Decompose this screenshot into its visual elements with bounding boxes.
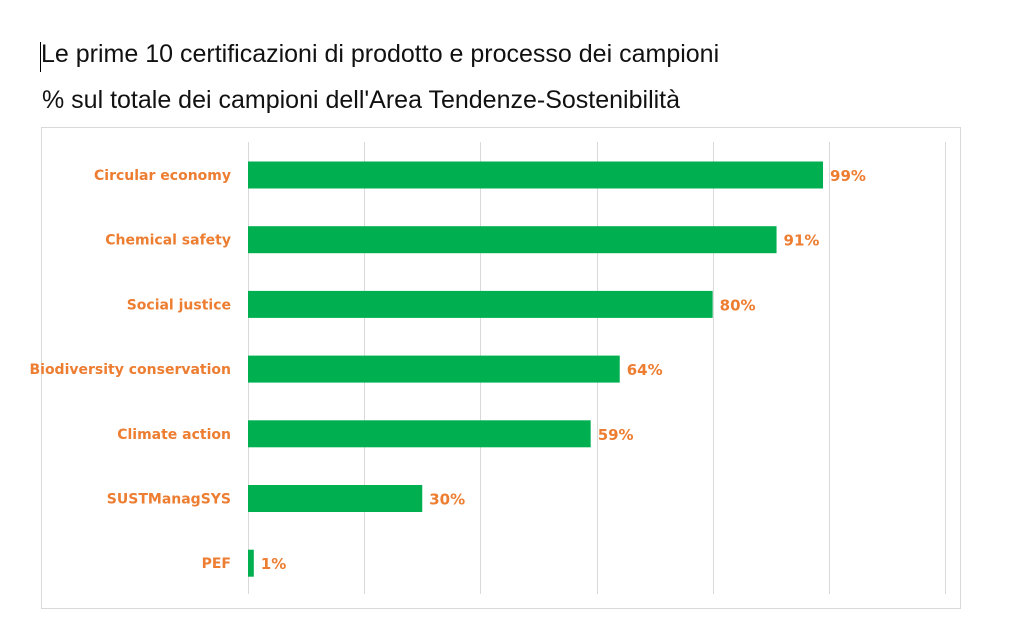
bar <box>248 355 620 383</box>
category-label: Biodiversity conservation <box>29 362 231 378</box>
bar <box>248 226 777 254</box>
category-label: Climate action <box>117 427 231 443</box>
bar <box>248 485 423 512</box>
data-label: 99% <box>830 167 866 185</box>
bar <box>248 290 713 318</box>
category-label: SUSTManagSYS <box>107 492 231 508</box>
text-cursor <box>40 42 41 72</box>
category-label: Social justice <box>127 297 231 313</box>
data-label: 1% <box>261 555 286 573</box>
category-label: Chemical safety <box>105 233 231 249</box>
bar <box>248 549 254 577</box>
data-label: 80% <box>720 296 756 314</box>
bar <box>248 161 824 189</box>
category-label: Circular economy <box>94 168 231 184</box>
data-label: 64% <box>627 361 663 379</box>
data-label: 59% <box>598 426 634 444</box>
data-label: 30% <box>429 491 465 509</box>
bar <box>248 420 591 448</box>
page-subtitle: % sul totale dei campioni dell'Area Tend… <box>42 86 681 114</box>
page-title: Le prime 10 certificazioni di prodotto e… <box>41 40 720 68</box>
data-label: 91% <box>784 232 820 250</box>
category-label: PEF <box>202 556 231 572</box>
